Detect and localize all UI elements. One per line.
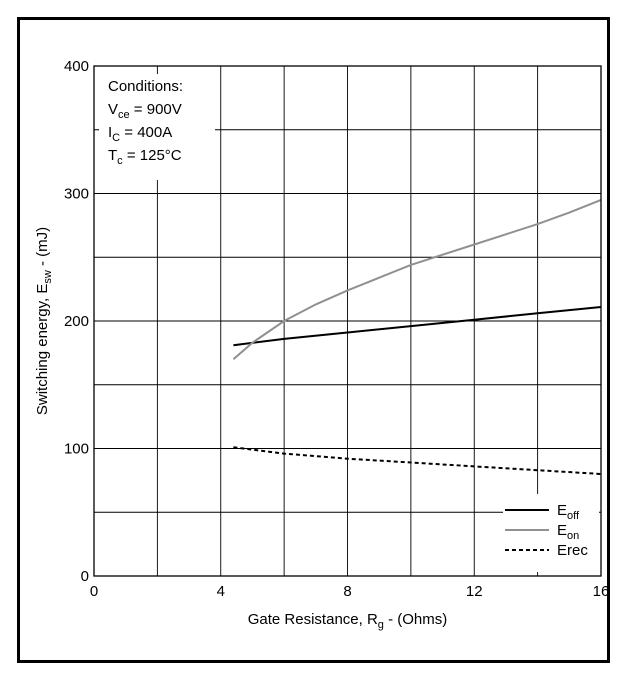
y-tick-label: 200 — [64, 313, 89, 330]
plot-area-border — [93, 65, 602, 577]
x-tick-label: 16 — [593, 583, 610, 600]
x-axis-label-sub: g — [378, 619, 384, 631]
series-line-e-rec — [233, 446, 602, 475]
conditions-line: Vce = 900V — [108, 101, 182, 121]
y-axis-label-sub: sw — [42, 270, 54, 284]
conditions-lines: Vce = 900V IC = 400A Tc = 125°C — [108, 101, 182, 167]
conditions-line: Tc = 125°C — [108, 147, 182, 167]
legend-background — [503, 494, 599, 572]
legend-label: Eon — [557, 522, 579, 542]
y-tick-label: 100 — [64, 441, 89, 458]
y-tick-label: 400 — [64, 58, 89, 75]
y-axis-label: Switching energy, Esw - (mJ) — [34, 227, 54, 415]
conditions-title: Conditions: — [108, 78, 183, 95]
series-line-e-off — [233, 306, 602, 347]
y-tick-label: 300 — [64, 186, 89, 203]
conditions-line: IC = 400A — [108, 124, 172, 144]
x-tick-label: 0 — [90, 583, 98, 600]
x-axis-label: Gate Resistance, Rg - (Ohms) — [248, 611, 448, 631]
y-axis-label-tail: - (mJ) — [34, 227, 51, 270]
x-tick-label: 4 — [217, 583, 225, 600]
x-axis-label-main: Gate Resistance, R — [248, 611, 378, 628]
legend-label: Erec — [557, 542, 588, 559]
x-axis-label-tail: - (Ohms) — [384, 611, 447, 628]
conditions-background — [99, 74, 215, 180]
conditions-box: Conditions: Vce = 900V IC = 400A Tc = 125°… — [99, 74, 215, 180]
x-tick-label: 8 — [343, 583, 351, 600]
series-line-e-on — [232, 198, 602, 361]
y-tick-label: 0 — [81, 568, 89, 585]
y-axis-label-main: Switching energy, E — [34, 284, 51, 415]
x-tick-label: 12 — [466, 583, 483, 600]
series-lines — [232, 198, 602, 475]
legend-label: Eoff — [557, 502, 580, 522]
tick-labels: 0 4 8 12 16 0 100 200 300 400 — [64, 58, 609, 600]
